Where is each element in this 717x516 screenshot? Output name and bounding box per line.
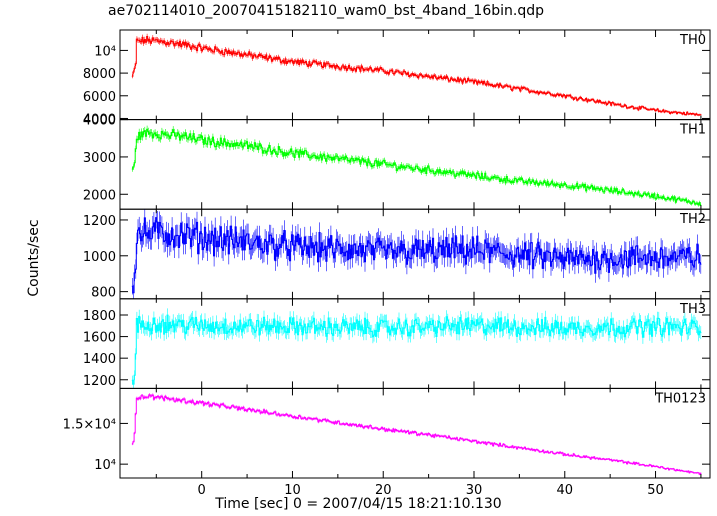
- y-tick-label-TH0: 8000: [83, 67, 116, 82]
- y-tick-label-TH3: 1600: [83, 331, 116, 346]
- series-TH2-line: [131, 217, 702, 294]
- panel-label-TH0: TH0: [679, 33, 706, 48]
- y-tick-label-TH0: 4000: [83, 112, 116, 127]
- y-tick-label-TH1: 4000: [83, 114, 116, 129]
- panel-frame-TH1: [119, 119, 711, 210]
- y-tick-label-TH2: 1000: [83, 250, 116, 265]
- y-tick-label-TH1: 3000: [83, 151, 116, 166]
- x-tick-label: 40: [556, 483, 573, 498]
- x-axis-label: Time [sec] 0 = 2007/04/15 18:21:10.130: [215, 496, 502, 512]
- series-TH0-line: [131, 36, 702, 116]
- panel-frame-TH3: [119, 298, 711, 389]
- chart-title: ae702114010_20070415182110_wam0_bst_4ban…: [108, 3, 545, 19]
- y-tick-label-TH0123: 10⁴: [94, 458, 116, 473]
- y-tick-label-TH3: 1200: [83, 374, 116, 389]
- y-tick-label-TH2: 800: [91, 286, 116, 301]
- panel-label-TH0123: TH0123: [654, 391, 706, 406]
- y-tick-label-TH0: 10⁴: [94, 44, 116, 59]
- panel-frame-TH0123: [119, 387, 711, 479]
- x-tick-label: 20: [375, 483, 392, 498]
- series-TH3-line: [131, 314, 702, 385]
- y-tick-label-TH0123: 1.5×10⁴: [63, 417, 116, 432]
- y-tick-label-TH3: 1800: [83, 309, 116, 324]
- y-tick-label-TH2: 1200: [83, 214, 116, 229]
- y-tick-label-TH1: 2000: [83, 188, 116, 203]
- y-tick-label-TH3: 1400: [83, 352, 116, 367]
- x-tick-label: 30: [466, 483, 483, 498]
- y-tick-label-TH0: 6000: [83, 90, 116, 105]
- panel-label-TH1: TH1: [679, 123, 706, 138]
- series-TH0123-line: [131, 394, 702, 475]
- x-tick-label: 10: [284, 483, 301, 498]
- x-tick-label: 50: [647, 483, 664, 498]
- x-tick-label: 0: [198, 483, 206, 498]
- panel-label-TH2: TH2: [679, 212, 706, 227]
- panel-label-TH3: TH3: [679, 302, 706, 317]
- series-TH1-line: [131, 128, 702, 206]
